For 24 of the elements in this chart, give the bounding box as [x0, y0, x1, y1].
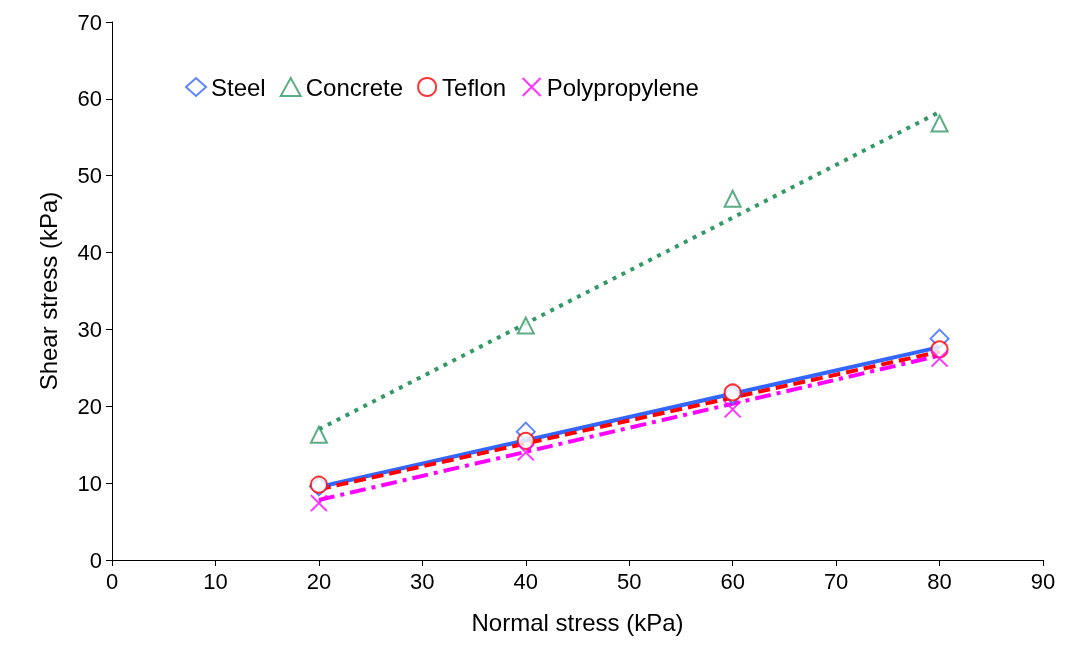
- x-tick-label: 20: [306, 568, 332, 594]
- y-axis-title: Shear stress (kPa): [34, 191, 62, 391]
- y-tick-label: 60: [77, 86, 102, 112]
- y-tick-label: 30: [77, 316, 102, 342]
- x-tick-label: 40: [513, 568, 539, 594]
- y-tick-label: 0: [89, 547, 102, 573]
- legend-label: Polypropylene: [546, 73, 699, 101]
- x-axis-title: Normal stress (kPa): [471, 608, 684, 636]
- x-tick-label: 80: [927, 568, 952, 594]
- y-tick-label: 70: [77, 9, 102, 35]
- legend-label: Teflon: [442, 73, 507, 101]
- x-tick-label: 30: [410, 568, 435, 594]
- x-tick-label: 10: [203, 568, 228, 594]
- x-tick-label: 50: [616, 568, 642, 594]
- y-tick-label: 10: [77, 470, 102, 496]
- x-tick-label: 60: [720, 568, 745, 594]
- x-tick-label: 70: [823, 568, 849, 594]
- y-tick-label: 50: [77, 163, 102, 189]
- y-tick-label: 20: [77, 393, 102, 419]
- x-tick-label: 90: [1030, 568, 1056, 594]
- legend-label: Concrete: [305, 73, 404, 101]
- y-tick-label: 40: [77, 240, 102, 266]
- legend-label: Steel: [211, 73, 266, 101]
- x-tick-label: 0: [105, 568, 119, 594]
